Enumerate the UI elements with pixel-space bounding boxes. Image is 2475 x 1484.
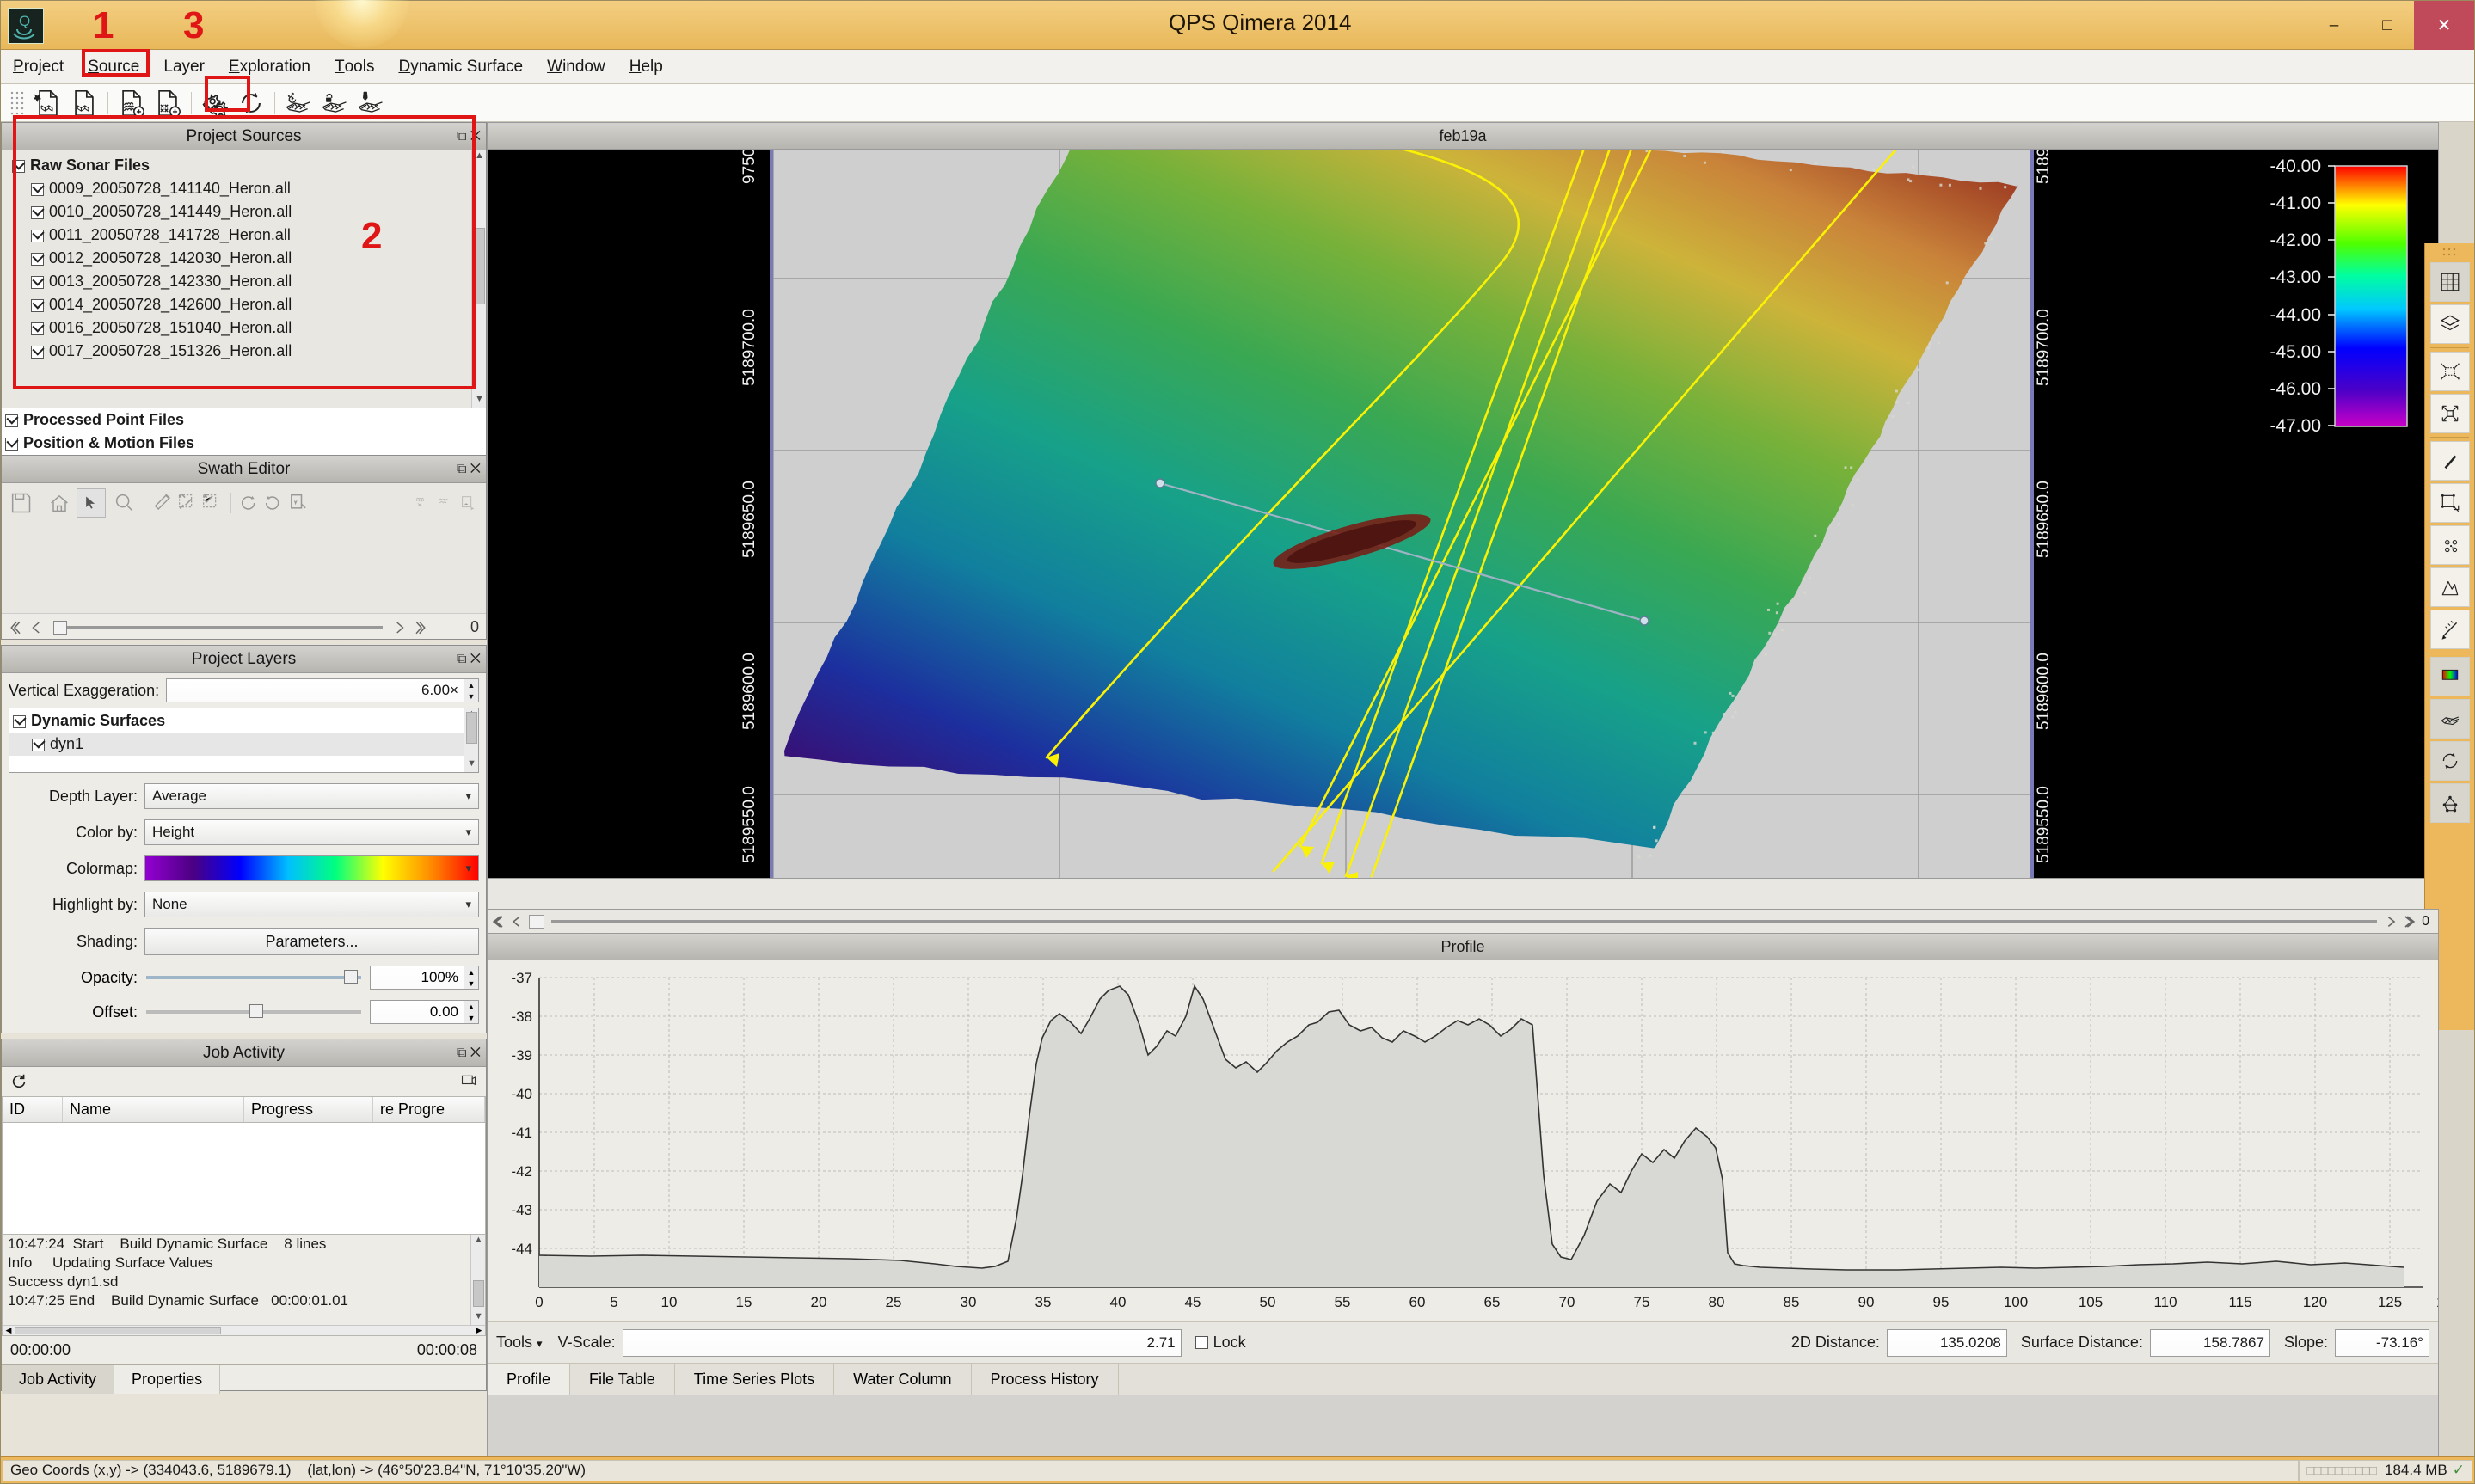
svg-text:70: 70 bbox=[1559, 1294, 1575, 1310]
svg-text:-40: -40 bbox=[511, 1086, 532, 1102]
svg-text:-39: -39 bbox=[511, 1047, 532, 1064]
svg-text:35: 35 bbox=[1035, 1294, 1052, 1310]
svg-text:-42: -42 bbox=[511, 1163, 532, 1180]
svg-text:110: 110 bbox=[2153, 1294, 2177, 1310]
svg-text:40: 40 bbox=[1110, 1294, 1127, 1310]
svg-text:51897: 51897 bbox=[2035, 150, 2053, 184]
svg-text:25: 25 bbox=[886, 1294, 902, 1310]
svg-text:20: 20 bbox=[811, 1294, 827, 1310]
svg-text:-40.00: -40.00 bbox=[2269, 156, 2321, 176]
svg-text:-38: -38 bbox=[511, 1009, 532, 1025]
svg-text:-42.00: -42.00 bbox=[2269, 230, 2321, 250]
svg-text:-41.00: -41.00 bbox=[2269, 193, 2321, 213]
svg-text:115: 115 bbox=[2228, 1294, 2251, 1310]
svg-text:105: 105 bbox=[2079, 1294, 2103, 1310]
svg-text:30: 30 bbox=[961, 1294, 977, 1310]
svg-text:-37: -37 bbox=[511, 970, 532, 986]
svg-text:5189550.0: 5189550.0 bbox=[2035, 786, 2053, 863]
svg-text:-41: -41 bbox=[511, 1125, 532, 1141]
svg-text:0: 0 bbox=[535, 1294, 543, 1310]
svg-text:5189700.0: 5189700.0 bbox=[2035, 309, 2053, 386]
svg-text:-45.00: -45.00 bbox=[2269, 342, 2321, 362]
svg-text:60: 60 bbox=[1409, 1294, 1426, 1310]
svg-text:-43.00: -43.00 bbox=[2269, 267, 2321, 287]
svg-text:5189550.0: 5189550.0 bbox=[740, 786, 758, 863]
svg-text:-44.00: -44.00 bbox=[2269, 305, 2321, 325]
svg-text:5189650.0: 5189650.0 bbox=[2035, 481, 2053, 558]
svg-text:120: 120 bbox=[2303, 1294, 2327, 1310]
svg-text:125: 125 bbox=[2378, 1294, 2402, 1310]
svg-text:5189600.0: 5189600.0 bbox=[740, 653, 758, 730]
svg-text:80: 80 bbox=[1709, 1294, 1725, 1310]
svg-text:-47.00: -47.00 bbox=[2269, 416, 2321, 436]
svg-text:-43: -43 bbox=[511, 1202, 532, 1218]
svg-text:95: 95 bbox=[1933, 1294, 1950, 1310]
svg-text:90: 90 bbox=[1858, 1294, 1875, 1310]
svg-text:-44: -44 bbox=[511, 1241, 532, 1257]
svg-text:130: 130 bbox=[2436, 1294, 2438, 1310]
svg-text:5189700.0: 5189700.0 bbox=[740, 309, 758, 386]
svg-text:65: 65 bbox=[1484, 1294, 1501, 1310]
svg-text:-46.00: -46.00 bbox=[2269, 379, 2321, 399]
svg-text:50: 50 bbox=[1260, 1294, 1276, 1310]
svg-text:5: 5 bbox=[610, 1294, 617, 1310]
svg-text:45: 45 bbox=[1185, 1294, 1201, 1310]
svg-text:5189600.0: 5189600.0 bbox=[2035, 653, 2053, 730]
svg-text:9750.0: 9750.0 bbox=[740, 150, 758, 184]
svg-text:100: 100 bbox=[2004, 1294, 2028, 1310]
svg-text:55: 55 bbox=[1335, 1294, 1351, 1310]
svg-text:5189650.0: 5189650.0 bbox=[740, 481, 758, 558]
svg-text:10: 10 bbox=[661, 1294, 678, 1310]
svg-text:85: 85 bbox=[1784, 1294, 1800, 1310]
svg-text:Q: Q bbox=[19, 13, 30, 29]
svg-text:15: 15 bbox=[736, 1294, 752, 1310]
svg-text:75: 75 bbox=[1634, 1294, 1650, 1310]
